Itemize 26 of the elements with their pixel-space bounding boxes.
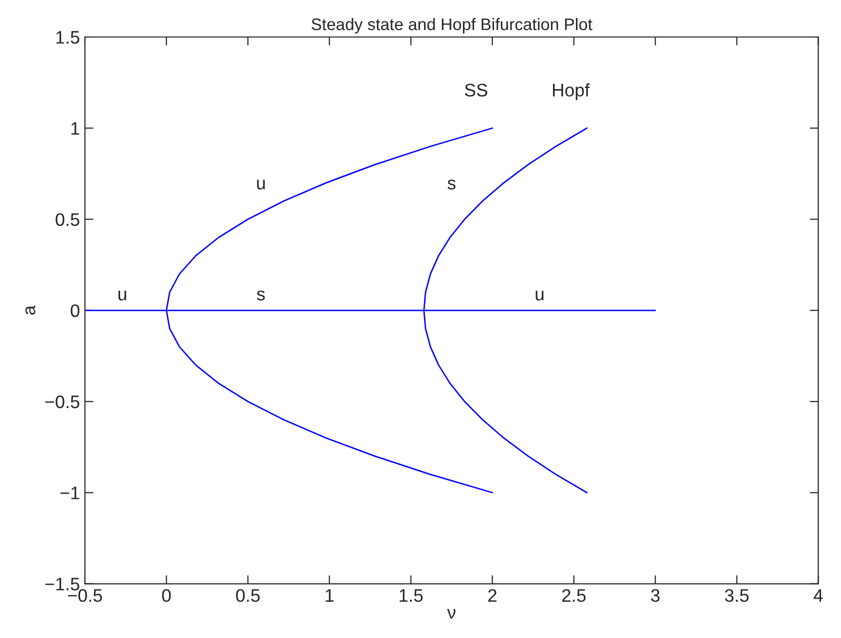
annotation: u: [536, 290, 544, 300]
x-tick-label: 0: [162, 589, 171, 602]
y-tick-label: 0.5: [56, 213, 80, 226]
y-tick-label: 1: [71, 122, 80, 135]
y-axis-title: a: [25, 305, 36, 315]
x-tick-label: 2: [488, 589, 496, 602]
y-tick-label: 1.5: [56, 31, 80, 44]
x-tick-label: 1.5: [400, 589, 423, 602]
x-tick-label: 0.5: [236, 589, 260, 602]
y-tick-label: −0.5: [45, 395, 80, 408]
series-label: SS: [464, 84, 488, 97]
x-tick-label: 3: [650, 589, 660, 602]
y-tick-label: −1.5: [45, 578, 80, 590]
annotation: s: [256, 290, 265, 300]
x-axis-title: ν: [447, 609, 456, 619]
series-label: Hopf: [552, 83, 590, 100]
x-tick-label: 3.5: [724, 589, 749, 602]
x-tick-label: 4: [814, 589, 823, 602]
y-tick-label: −1: [60, 486, 80, 500]
x-tick-label: 1: [326, 589, 334, 602]
annotation: u: [257, 180, 265, 190]
y-tick-label: 0: [70, 304, 80, 318]
annotation: u: [118, 290, 126, 300]
chart-title: Steady state and Hopf Bifurcation Plot: [312, 18, 592, 34]
annotation: s: [448, 180, 456, 190]
x-tick-label: 2.5: [562, 589, 586, 602]
